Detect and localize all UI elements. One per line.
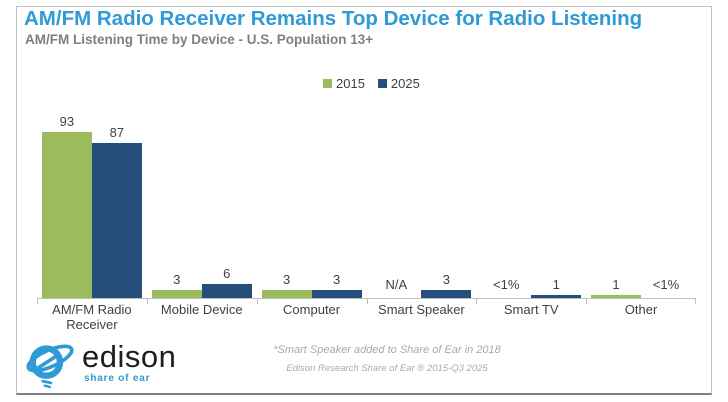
- bar-value-label: <1%: [652, 277, 680, 292]
- bar-value-label: <1%: [493, 277, 520, 292]
- bar-cell: <1%: [481, 277, 531, 298]
- footnote-smart-speaker: *Smart Speaker added to Share of Ear in …: [273, 344, 501, 356]
- category-label: Other: [624, 302, 658, 317]
- chart-legend: 2015 2025: [323, 76, 420, 91]
- axis-tick: [146, 298, 148, 304]
- footnote-source: Edison Research Share of Ear ® 2015-Q3 2…: [286, 363, 488, 374]
- x-axis-ticks: [37, 298, 696, 304]
- edison-logo-icon: [26, 344, 74, 389]
- bar-2015: [41, 132, 92, 298]
- bar-2025: [421, 290, 472, 298]
- bar-value-label: 93: [59, 114, 75, 129]
- category-label: Smart Speaker: [378, 302, 465, 317]
- bar-value-label: 3: [332, 272, 341, 287]
- bar-cell: 93: [41, 114, 92, 298]
- legend-item-2025: 2025: [377, 76, 420, 91]
- bar-cell: N/A: [371, 277, 421, 298]
- legend-label: 2015: [336, 76, 365, 91]
- bar-group: N/A 3: [366, 110, 476, 298]
- bar-cell: 3: [421, 272, 472, 298]
- axis-tick: [695, 298, 696, 304]
- category-label: Mobile Device: [160, 302, 243, 317]
- bar-cell: 3: [311, 272, 362, 298]
- axis-tick: [366, 298, 368, 304]
- bar-group: 1 <1%: [586, 110, 696, 298]
- bar-2025: [311, 290, 362, 298]
- bar-2025: [201, 284, 252, 298]
- x-axis-labels: AM/FM Radio Receiver Mobile Device Compute…: [37, 302, 696, 332]
- axis-tick: [476, 298, 478, 304]
- bar-cell: <1%: [641, 277, 691, 298]
- logo-name: edison: [82, 338, 177, 374]
- bar-value-label: 3: [282, 272, 291, 287]
- category-label: Smart TV: [503, 302, 559, 317]
- plot-area: 93 87 3 6 3 3 N/A 3 <1% 1 1 <1%: [37, 110, 696, 298]
- edison-logo-text: edison share of ear: [82, 338, 177, 385]
- bar-value-label: N/A: [385, 277, 408, 292]
- edison-logo: edison share of ear: [21, 334, 176, 392]
- bar-group: <1% 1: [476, 110, 586, 298]
- bar-cell: 3: [261, 272, 312, 298]
- bar-value-label: 3: [173, 272, 181, 287]
- legend-label: 2025: [390, 76, 420, 91]
- bar-cell: 1: [531, 277, 582, 298]
- bar-value-label: 87: [109, 125, 125, 140]
- bar-value-label: 6: [223, 266, 231, 281]
- bar-2015: [261, 290, 312, 298]
- bar-2025: [531, 295, 582, 298]
- bar-2015: [151, 290, 202, 298]
- bar-value-label: 1: [612, 277, 620, 292]
- bar-cell: 3: [151, 272, 202, 298]
- category-label: AM/FM Radio Receiver: [52, 302, 132, 332]
- axis-tick: [586, 298, 588, 304]
- chart-title: AM/FM Radio Receiver Remains Top Device …: [24, 7, 643, 30]
- bar-group: 93 87: [37, 110, 147, 298]
- bar-value-label: 1: [552, 277, 560, 292]
- axis-tick: [37, 298, 38, 304]
- chart-subtitle: AM/FM Listening Time by Device - U.S. Po…: [25, 32, 374, 47]
- bar-cell: 1: [591, 277, 642, 298]
- axis-tick: [256, 298, 258, 304]
- bar-2015: [591, 295, 642, 298]
- bar-cell: 6: [201, 266, 252, 298]
- legend-swatch-2015: [323, 79, 332, 88]
- bar-cell: 87: [91, 125, 142, 298]
- legend-swatch-2025: [377, 79, 387, 88]
- bar-value-label: 3: [442, 272, 450, 287]
- category-label: Computer: [283, 302, 341, 317]
- logo-tagline: share of ear: [84, 373, 151, 385]
- bar-2025: [91, 143, 142, 298]
- legend-item-2015: 2015: [323, 76, 365, 91]
